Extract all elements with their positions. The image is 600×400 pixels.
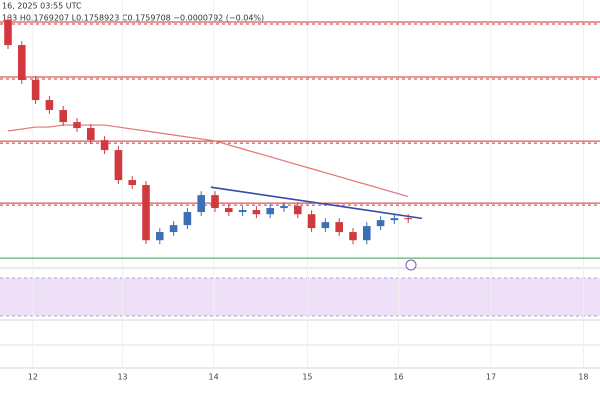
- header-ohlc: 133 H0.1769207 L0.1758923 C0.1759708 −0.…: [2, 14, 264, 23]
- x-tick-label: 18: [578, 373, 588, 382]
- event-icon[interactable]: [405, 259, 417, 271]
- candle-body: [31, 80, 40, 101]
- candle-body: [225, 208, 233, 213]
- candle-body: [142, 185, 150, 241]
- candle-body: [45, 100, 54, 110]
- candle-body: [87, 128, 95, 141]
- candle-body: [197, 195, 205, 213]
- candle-body: [252, 210, 261, 215]
- candle-body: [307, 214, 316, 229]
- candle-body: [183, 212, 192, 226]
- candle-body: [156, 232, 164, 241]
- candle-body: [266, 208, 274, 215]
- candle-body: [376, 220, 385, 227]
- header-date: 16, 2025 03:55 UTC: [2, 2, 82, 11]
- x-tick-label: 12: [28, 373, 38, 382]
- candle-body: [211, 195, 219, 209]
- candle-body: [18, 45, 26, 81]
- x-tick-label: 17: [486, 373, 496, 382]
- rsi-band: [0, 278, 600, 316]
- trend-line: [210, 186, 423, 220]
- candle-body: [404, 218, 412, 220]
- candle-body: [114, 150, 123, 181]
- candle-body: [73, 122, 81, 129]
- candle-body: [293, 206, 302, 215]
- x-tick-label: 15: [302, 373, 312, 382]
- candle-body: [128, 180, 136, 186]
- candle-body: [390, 218, 399, 221]
- candle-body: [100, 140, 109, 151]
- candle-body: [59, 109, 67, 123]
- candle-body: [4, 19, 12, 46]
- x-tick-label: 13: [117, 373, 127, 382]
- candle-body: [335, 222, 343, 233]
- candle-body: [169, 225, 178, 233]
- candle-body: [362, 226, 371, 241]
- candle-body: [349, 232, 357, 241]
- candle-body: [280, 206, 288, 209]
- x-tick-label: 14: [209, 373, 219, 382]
- candle-body: [321, 222, 330, 229]
- x-tick-label: 16: [393, 373, 403, 382]
- candle-body: [238, 210, 247, 213]
